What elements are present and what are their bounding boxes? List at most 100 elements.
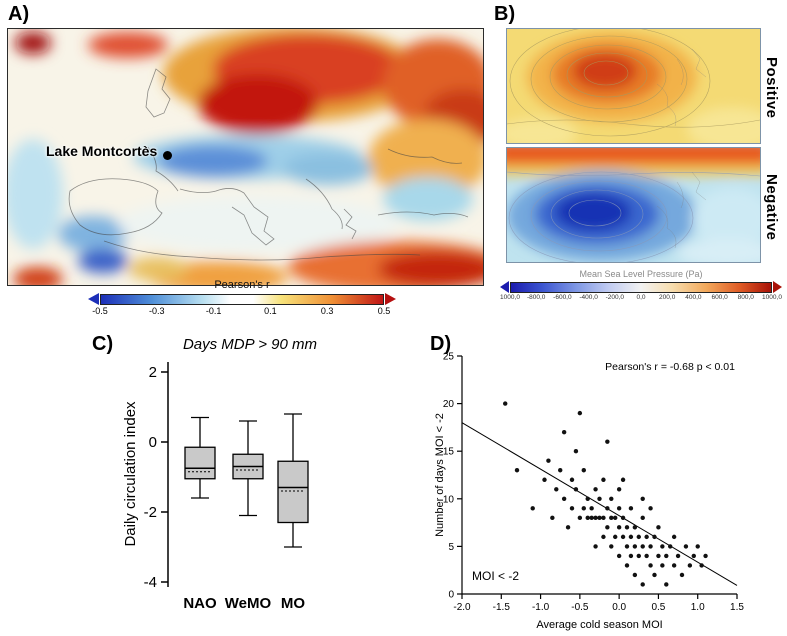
pressure-map-negative: [506, 147, 761, 263]
colorbar-tick-label: 400,0: [685, 294, 702, 301]
data-point: [648, 506, 653, 511]
y-tick-label: 25: [443, 352, 455, 363]
data-point: [581, 506, 586, 511]
mslp-colorbar: Mean Sea Level Pressure (Pa) 1000,0 -800,…: [500, 269, 782, 306]
box: [184, 446, 216, 480]
colorbar-tick-label: 600,0: [711, 294, 728, 301]
colorbar-tick-label: 1000,0: [500, 294, 520, 301]
negative-anomaly-blobs: [507, 148, 760, 262]
colorbar-right-arrow-icon: [773, 281, 782, 293]
data-point: [703, 553, 708, 559]
data-point: [605, 525, 610, 530]
data-point: [613, 515, 618, 521]
lake-marker-label: Lake Montcortès: [46, 142, 158, 159]
data-point: [577, 410, 583, 416]
data-point: [616, 553, 622, 559]
x-tick-label: 1.0: [691, 602, 705, 613]
mslp-colorbar-title: Mean Sea Level Pressure (Pa): [579, 269, 703, 279]
data-point: [660, 544, 665, 549]
data-point: [542, 477, 547, 482]
data-point: [605, 439, 610, 444]
correlation-field-blobs: [8, 29, 483, 285]
data-point: [609, 544, 614, 549]
y-tick-label: 5: [448, 542, 454, 553]
data-point: [632, 572, 638, 578]
colorbar-tick-label: 0,0: [636, 294, 646, 301]
data-point: [644, 553, 649, 559]
data-point: [652, 572, 657, 578]
data-point: [601, 477, 606, 482]
colorbar-tick-label: 0.1: [264, 306, 277, 316]
colorbar-tick-label: 800,0: [737, 294, 754, 301]
data-point: [640, 515, 645, 521]
data-point: [652, 534, 657, 540]
data-point: [601, 515, 606, 521]
coastlines: [656, 48, 707, 127]
data-point: [597, 496, 602, 501]
data-point: [644, 534, 649, 540]
data-point: [624, 544, 630, 549]
data-point: [613, 534, 618, 540]
y-tick-label: 15: [443, 447, 455, 458]
data-point: [577, 515, 583, 521]
correlation-map: [8, 29, 483, 285]
regression-line: [461, 422, 738, 586]
x-tick-label: 0.0: [612, 602, 626, 613]
y-tick-label: -2: [144, 504, 157, 521]
correlation-annotation: Pearson's r = -0.68 p < 0.01: [605, 361, 735, 373]
data-point: [636, 553, 641, 559]
data-point: [671, 563, 677, 568]
data-point: [624, 525, 630, 530]
data-point: [569, 506, 575, 511]
y-tick-label: 0: [149, 434, 157, 451]
data-point: [561, 496, 567, 501]
panel-a-label: A): [8, 3, 30, 25]
data-point: [546, 458, 551, 463]
lake-marker-dot: [163, 151, 173, 160]
data-point: [503, 401, 508, 406]
mslp-colorbar-strip: [510, 281, 772, 293]
colorbar-tick-label: -0.3: [149, 306, 165, 316]
data-point: [620, 534, 626, 540]
data-point: [550, 515, 555, 521]
x-tick-label: -1.5: [493, 602, 511, 613]
pearson-colorbar-strip: [100, 293, 384, 305]
category-label: WeMO: [225, 595, 272, 612]
data-point: [569, 477, 575, 482]
data-point: [561, 429, 567, 435]
data-point: [691, 553, 696, 559]
colorbar-tick-label: 0.5: [377, 306, 391, 316]
y-tick-label: -4: [144, 574, 157, 591]
data-point: [648, 544, 653, 549]
data-point: [660, 563, 665, 568]
colorbar-tick-label: -0.5: [92, 306, 108, 316]
data-point: [616, 487, 622, 492]
data-point: [628, 553, 634, 559]
data-point: [679, 572, 685, 578]
colorbar-tick-label: 1000,0: [762, 294, 782, 301]
data-point: [609, 515, 614, 521]
data-point: [656, 553, 661, 559]
positive-map-label: Positive: [763, 57, 780, 119]
data-point: [668, 544, 673, 549]
data-point: [581, 468, 586, 473]
colorbar-tick-label: -200,0: [605, 294, 625, 301]
data-point: [530, 506, 535, 511]
data-point: [616, 506, 622, 511]
colorbar-tick-label: 200,0: [659, 294, 676, 301]
data-point: [601, 534, 606, 540]
data-point: [565, 525, 571, 530]
data-point: [573, 487, 579, 492]
data-point: [585, 515, 590, 521]
colorbar-tick-label: -600,0: [553, 294, 572, 301]
data-point: [675, 553, 681, 559]
data-point: [648, 563, 653, 568]
coastlines: [656, 171, 707, 249]
data-point: [589, 506, 594, 511]
boxplot-title: Days MDP > 90 mm: [182, 336, 318, 353]
x-tick-label: -1.0: [532, 602, 550, 613]
pressure-map-positive: [506, 28, 761, 144]
x-tick-label: 0.5: [651, 602, 665, 613]
mslp-colorbar-ticks: 1000,0 -800,0 -600,0 -400,0 -200,0 0,0 200,0 40…: [500, 294, 782, 306]
